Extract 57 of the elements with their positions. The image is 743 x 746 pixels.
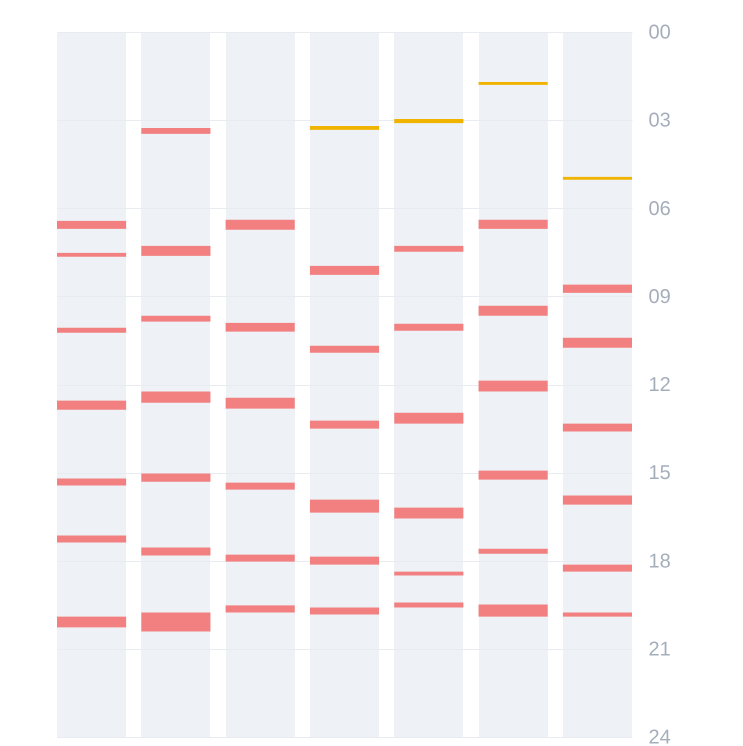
bar: [394, 324, 464, 331]
bar: [57, 220, 126, 229]
bar: [394, 508, 464, 518]
y-tick-label: 18: [648, 550, 671, 572]
bar: [562, 564, 632, 572]
bar: [562, 284, 632, 293]
bar: [478, 604, 548, 617]
bar: [562, 338, 632, 348]
bar: [478, 220, 548, 229]
y-tick-label: 03: [648, 110, 671, 132]
y-tick-label: 15: [648, 462, 671, 484]
bar: [57, 252, 126, 257]
bar: [226, 554, 295, 562]
bar: [141, 316, 210, 322]
bar: [226, 605, 295, 612]
bar: [394, 572, 464, 576]
bar: [562, 496, 632, 505]
bar: [310, 126, 380, 130]
bar: [57, 478, 126, 486]
bar: [310, 500, 380, 513]
bar: [394, 246, 464, 252]
bar: [141, 392, 210, 403]
bar: [562, 612, 632, 617]
y-tick-label: 24: [648, 726, 671, 746]
y-tick-label: 12: [648, 374, 671, 396]
bar: [310, 607, 380, 615]
bar: [478, 82, 548, 85]
bar: [141, 246, 210, 256]
y-tick-label: 21: [648, 638, 671, 660]
bar: [478, 548, 548, 554]
bar: [57, 616, 126, 628]
bar: [310, 556, 380, 565]
bar: [141, 474, 210, 482]
y-tick-label: 06: [648, 198, 671, 220]
y-tick-label: 09: [648, 286, 671, 308]
bar: [57, 400, 126, 410]
bar: [226, 482, 295, 490]
bar: [478, 380, 548, 392]
bar: [562, 424, 632, 432]
bar: [562, 176, 632, 180]
bar: [141, 128, 210, 134]
bar: [226, 220, 295, 230]
bar: [141, 548, 210, 556]
bar: [394, 602, 464, 608]
bar: [57, 328, 126, 333]
bar: [310, 420, 380, 429]
bar: [310, 266, 380, 275]
bar: [478, 306, 548, 316]
bar: [57, 535, 126, 543]
y-tick-label: 00: [648, 22, 671, 44]
bar: [394, 412, 464, 424]
bar: [310, 346, 380, 353]
bar: [226, 322, 295, 332]
bar: [141, 612, 210, 632]
bar: [478, 470, 548, 480]
bar: [394, 118, 464, 124]
bar: [226, 398, 295, 409]
